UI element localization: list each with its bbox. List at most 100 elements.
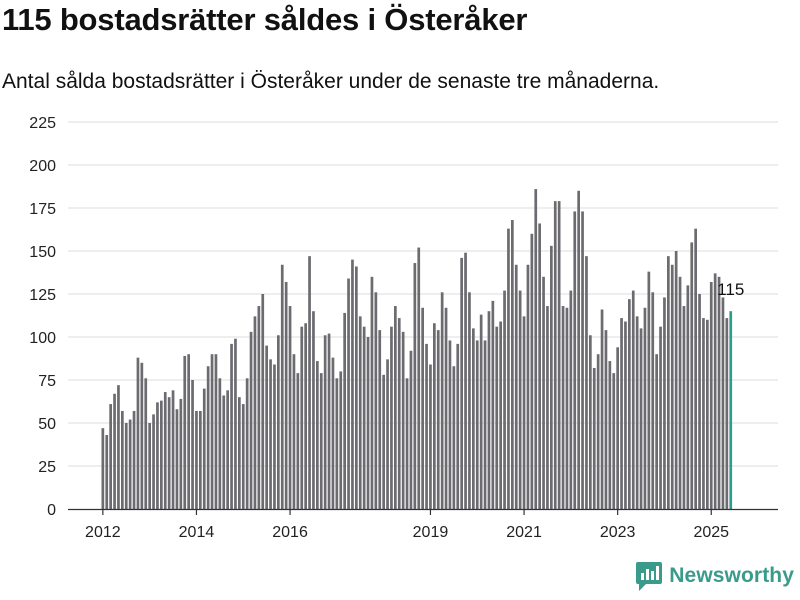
bar [261, 294, 265, 509]
data-labels: 115 [717, 280, 744, 299]
bar [323, 335, 327, 509]
bar [534, 189, 538, 509]
bar [284, 281, 288, 509]
bar [479, 314, 483, 509]
bar [651, 292, 655, 509]
bar [117, 385, 120, 509]
bar [604, 330, 608, 509]
bar [160, 400, 163, 509]
bar [257, 306, 261, 509]
bar [300, 326, 304, 509]
x-tick-label: 2014 [179, 524, 215, 541]
bar [214, 354, 218, 509]
bar [195, 410, 198, 509]
bar [436, 330, 440, 509]
bar [628, 299, 631, 509]
bar [327, 333, 331, 509]
bar [647, 271, 651, 509]
bar [358, 316, 362, 509]
bar [409, 350, 413, 509]
y-tick-label: 75 [38, 373, 56, 390]
bar [374, 292, 378, 509]
bar [667, 256, 670, 509]
y-tick-label: 200 [29, 158, 56, 175]
bar [234, 338, 237, 509]
y-tick-label: 50 [38, 416, 56, 433]
bar [405, 378, 409, 509]
bar [557, 201, 561, 509]
brand-logo: Newsworthy [635, 560, 794, 592]
bar [511, 220, 514, 510]
bar [440, 292, 444, 509]
y-tick-label: 225 [29, 115, 56, 132]
bar [378, 330, 382, 509]
bar [335, 378, 339, 509]
bar [713, 273, 717, 509]
bar [670, 264, 674, 509]
bar [518, 290, 522, 509]
bar [417, 247, 421, 509]
bar [152, 414, 155, 509]
bar [179, 398, 183, 509]
bar [202, 388, 206, 509]
y-tick-label: 150 [29, 244, 56, 261]
bar-highlight [729, 311, 733, 509]
bar [475, 340, 479, 509]
bar [163, 392, 167, 509]
bar [136, 357, 140, 509]
bar [421, 307, 424, 509]
bar [507, 228, 510, 509]
bar [616, 347, 619, 509]
chart-subtitle: Antal sålda bostadsrätter i Österåker un… [2, 70, 660, 93]
bar [706, 319, 709, 509]
bar [343, 312, 346, 509]
data-label-last: 115 [717, 280, 744, 299]
bar [132, 410, 136, 509]
bar [635, 316, 639, 509]
bar [140, 362, 144, 509]
bar [413, 263, 417, 509]
bar [608, 361, 612, 509]
bar [468, 292, 471, 509]
bar [191, 380, 194, 509]
bar [238, 397, 241, 509]
y-tick-label: 125 [29, 287, 56, 304]
bar [206, 366, 210, 509]
bar [397, 318, 401, 509]
bar [362, 326, 366, 509]
bar [124, 423, 128, 509]
bar [561, 306, 565, 509]
bar [600, 309, 604, 509]
y-tick-label: 25 [38, 459, 56, 476]
bar [339, 371, 343, 509]
bar [483, 340, 487, 509]
bar [682, 306, 686, 509]
bar [530, 233, 534, 510]
bar [452, 366, 456, 509]
bar [296, 373, 300, 509]
bar [503, 290, 506, 509]
bar [113, 393, 116, 509]
bar [109, 404, 112, 509]
chart-title: 115 bostadsrätter såldes i Österåker [2, 2, 528, 37]
bar [347, 278, 350, 509]
bar [187, 354, 190, 509]
bar [292, 354, 296, 509]
bar [456, 343, 460, 509]
bar [273, 364, 276, 509]
bar [308, 256, 311, 509]
y-tick-label: 0 [47, 502, 56, 519]
bar [659, 326, 662, 509]
bar [319, 373, 323, 509]
bar [686, 285, 690, 509]
bar [702, 318, 705, 509]
bar [620, 318, 623, 509]
bar [386, 359, 389, 509]
bar [678, 276, 682, 509]
bar [573, 211, 577, 509]
bars [101, 189, 733, 510]
bar [550, 245, 553, 509]
bar [433, 323, 436, 509]
bar [444, 307, 448, 509]
bar [577, 190, 580, 510]
